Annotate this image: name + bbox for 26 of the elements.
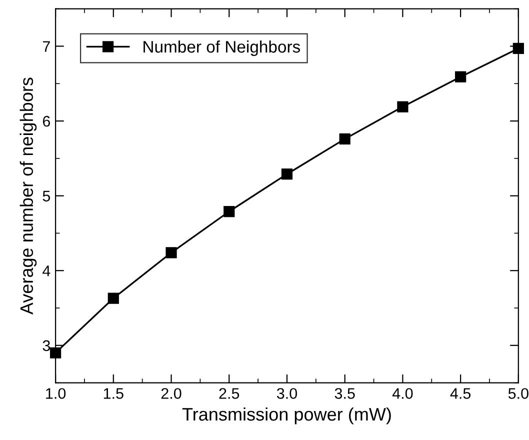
x-tick-label: 4.5 <box>450 388 471 399</box>
y-tick-label: 4 <box>42 266 50 276</box>
y-axis-title: Average number of neighbors <box>20 78 37 315</box>
x-axis-title: Transmission power (mW) <box>182 407 391 424</box>
point <box>339 133 350 145</box>
x-tick-label: 2.5 <box>219 388 240 399</box>
y-tick-label: 6 <box>42 116 50 127</box>
x-tick-label: 2.0 <box>161 388 182 399</box>
point <box>512 42 524 54</box>
point <box>224 206 235 218</box>
y-tick-label: 7 <box>42 41 50 52</box>
x-tick-label: 3.0 <box>276 388 298 399</box>
point <box>166 247 177 258</box>
point <box>108 292 119 304</box>
x-tick-label: 1.0 <box>46 388 66 399</box>
x-tick-label: 4.0 <box>392 388 413 399</box>
point <box>50 347 62 358</box>
legend-label: Number of Neighbors <box>144 40 300 56</box>
x-tick-label: 5.0 <box>508 388 528 399</box>
point <box>455 71 466 82</box>
x-tick-label: 3.5 <box>334 388 355 399</box>
point <box>281 168 293 180</box>
point <box>397 101 408 112</box>
x-tick-label: 1.5 <box>104 388 124 399</box>
y-tick-label: 5 <box>42 190 50 202</box>
y-tick-label: 3 <box>42 340 50 352</box>
